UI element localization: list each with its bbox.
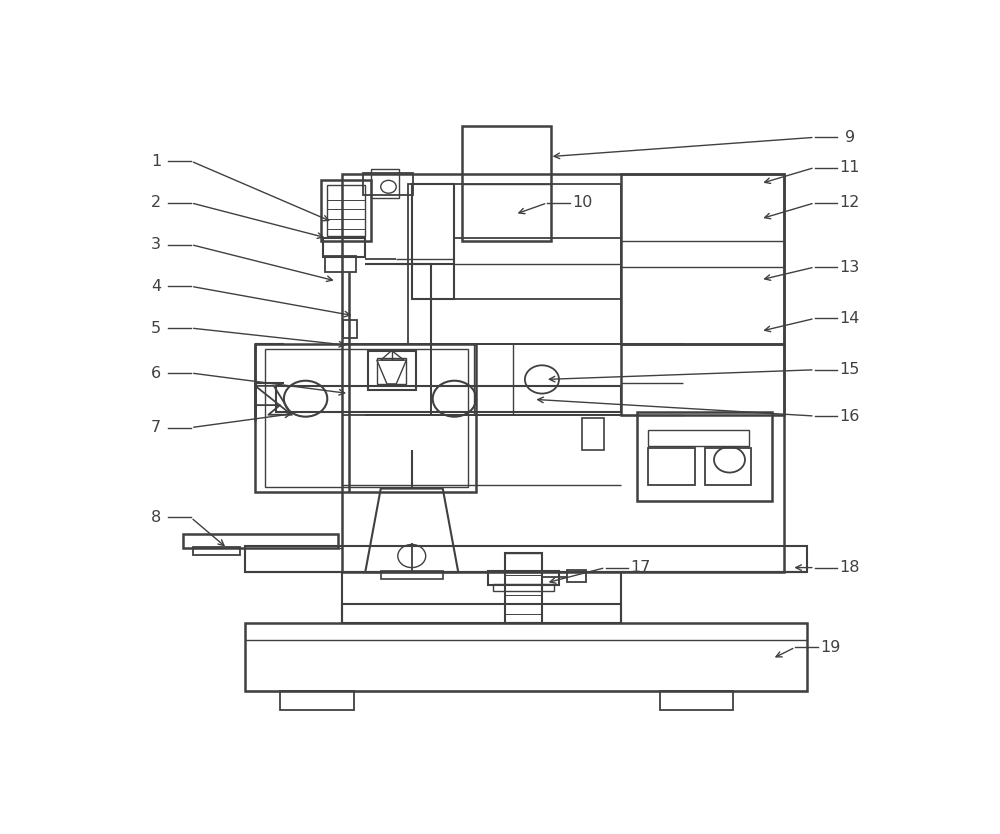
Text: 5: 5 [151, 320, 161, 335]
Bar [462, 126, 551, 241]
Bar [342, 604, 621, 624]
Bar [343, 319, 357, 338]
Text: 11: 11 [839, 160, 860, 175]
Bar [660, 691, 733, 711]
Bar [363, 173, 413, 195]
Bar [493, 584, 554, 591]
Text: 8: 8 [151, 510, 161, 525]
Text: 18: 18 [839, 560, 860, 575]
Text: 15: 15 [839, 362, 860, 377]
Bar [637, 411, 772, 501]
Bar [342, 174, 784, 572]
Text: 16: 16 [839, 409, 860, 424]
Bar [408, 183, 621, 344]
Bar [567, 570, 586, 582]
Bar [505, 553, 542, 624]
Bar [454, 239, 621, 299]
Bar [280, 691, 354, 711]
Bar [368, 350, 416, 390]
Bar [412, 183, 454, 299]
Bar [648, 430, 749, 445]
Bar [276, 386, 621, 411]
Bar [323, 239, 365, 258]
Text: 4: 4 [151, 279, 161, 294]
Bar [245, 546, 807, 572]
Text: 10: 10 [572, 195, 592, 210]
Bar [264, 349, 468, 487]
Bar [648, 448, 695, 485]
Bar [193, 547, 240, 555]
Bar [255, 344, 476, 492]
Text: 7: 7 [151, 420, 161, 435]
Text: 6: 6 [151, 365, 161, 380]
Bar [245, 624, 807, 691]
Text: 12: 12 [839, 195, 860, 210]
Bar [621, 174, 784, 344]
Text: 1: 1 [151, 153, 161, 168]
Text: 19: 19 [820, 640, 840, 655]
Bar [371, 168, 399, 198]
Text: 17: 17 [630, 560, 651, 575]
Bar [621, 344, 784, 414]
Bar [183, 535, 338, 548]
Bar [326, 185, 365, 236]
Text: 9: 9 [845, 130, 855, 145]
Bar [325, 256, 356, 272]
Text: 3: 3 [151, 237, 161, 252]
Bar [377, 359, 406, 384]
Text: 14: 14 [839, 311, 860, 326]
Text: 2: 2 [151, 195, 161, 210]
Bar [582, 418, 604, 450]
Bar [488, 570, 559, 585]
Text: 13: 13 [840, 259, 860, 274]
Bar [381, 570, 443, 579]
Bar [321, 180, 371, 241]
Bar [705, 448, 751, 485]
